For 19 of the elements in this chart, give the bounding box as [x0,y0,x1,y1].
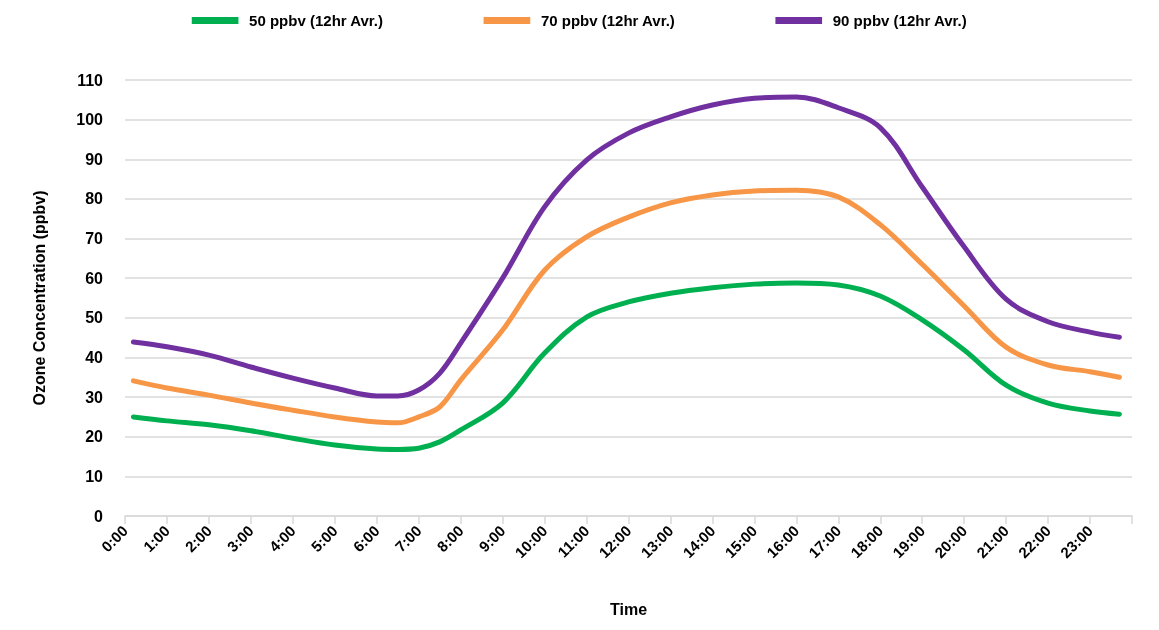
y-tick-label: 40 [85,348,104,366]
y-tick-label: 70 [85,230,104,248]
y-tick-label: 90 [85,150,104,168]
y-tick-label: 20 [85,428,104,446]
y-axis-title: Ozone Concentration (ppbv) [30,190,48,406]
x-tick-label: 7:00 [391,521,425,556]
y-tick-label: 50 [85,309,104,327]
legend-label: 90 ppbv (12hr Avr.) [832,12,967,29]
y-tick-label: 80 [85,190,104,208]
y-tick-label: 60 [85,269,104,287]
x-axis-title: Time [609,600,648,618]
legend-label: 50 ppbv (12hr Avr.) [249,12,384,29]
y-tick-label: 100 [76,111,104,129]
y-tick-label: 0 [94,507,104,525]
y-tick-label: 30 [85,388,104,406]
x-tick-label: 4:00 [265,521,299,556]
y-tick-label: 110 [77,71,104,89]
y-tick-label: 10 [85,467,104,485]
legend-label: 70 ppbv (12hr Avr.) [540,12,675,29]
